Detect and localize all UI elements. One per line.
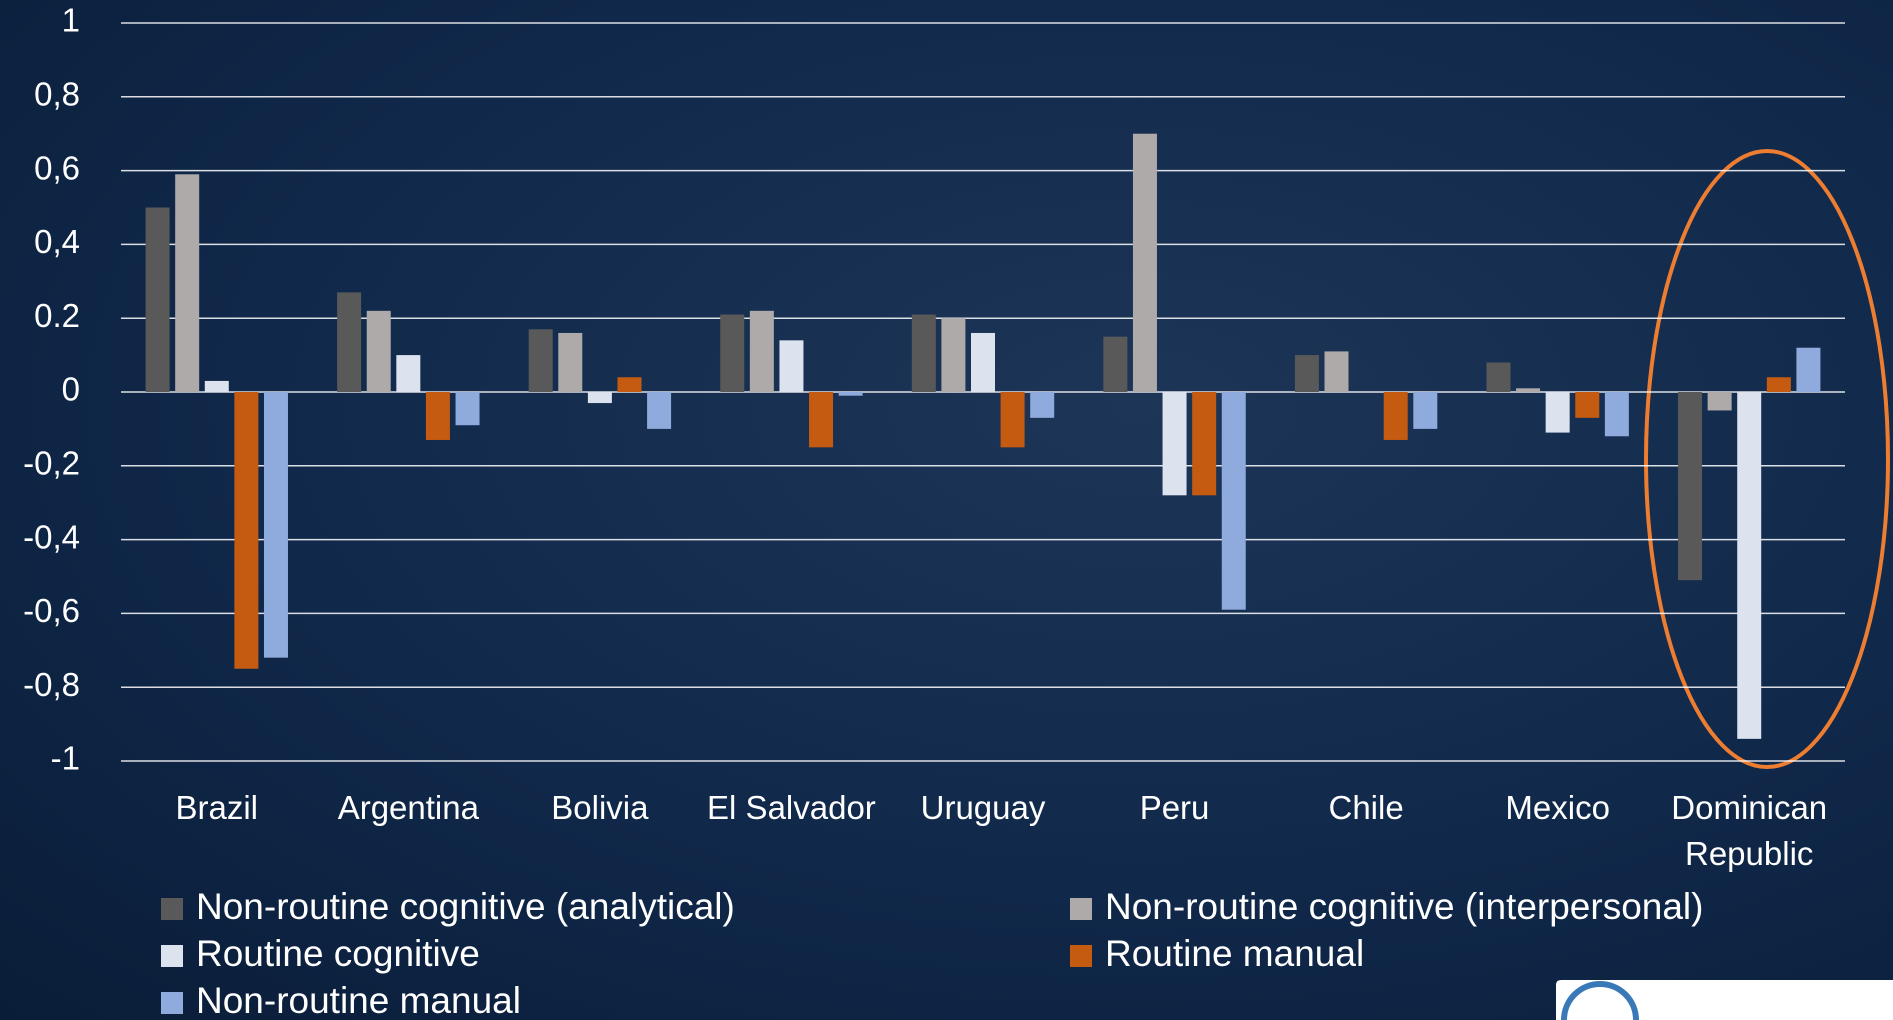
bar	[1000, 392, 1025, 448]
bar	[558, 332, 583, 392]
x-tick-label: Brazil	[175, 789, 259, 826]
legend-swatch	[1070, 898, 1092, 920]
bar	[204, 380, 229, 392]
bar	[587, 392, 612, 404]
x-tick-label: Chile	[1328, 789, 1404, 826]
y-tick-label: 0,6	[34, 149, 80, 186]
bar	[1383, 392, 1408, 440]
bar	[1103, 336, 1128, 392]
bar	[1413, 392, 1438, 429]
legend-label: Non-routine manual	[196, 980, 521, 1020]
legend-label: Non-routine cognitive (interpersonal)	[1105, 886, 1703, 927]
y-tick-label: -0,2	[23, 445, 80, 482]
bar	[396, 355, 421, 392]
bar	[1192, 392, 1217, 496]
bar	[425, 392, 450, 440]
y-tick-label: 0,4	[34, 223, 80, 260]
legend-label: Routine cognitive	[196, 933, 480, 974]
bar	[145, 207, 170, 392]
legend-swatch	[161, 898, 183, 920]
y-tick-label: 0,8	[34, 76, 80, 113]
bar	[647, 392, 672, 429]
bar	[1132, 133, 1157, 392]
bar	[528, 329, 553, 392]
bar	[1545, 392, 1570, 433]
bar	[1678, 392, 1703, 581]
x-tick-label: Bolivia	[551, 789, 649, 826]
bar	[809, 392, 834, 448]
bar	[1575, 392, 1600, 418]
y-tick-label: -0,8	[23, 666, 80, 703]
bar	[263, 392, 288, 658]
bar	[1324, 351, 1349, 392]
bar	[1516, 388, 1541, 392]
bar	[911, 314, 936, 392]
bar	[1766, 377, 1791, 392]
x-tick-label: Argentina	[337, 789, 479, 826]
bar	[1707, 392, 1732, 411]
bar	[838, 392, 863, 396]
y-tick-label: -0,6	[23, 592, 80, 629]
highlight-ellipse	[1644, 149, 1890, 769]
x-tick-label: Uruguay	[920, 789, 1046, 826]
bar	[366, 310, 391, 392]
x-tick-label: Dominican Republic	[1671, 789, 1828, 872]
bar	[337, 292, 362, 392]
bar	[1604, 392, 1629, 437]
legend-swatch	[161, 945, 183, 967]
bar	[1796, 347, 1821, 392]
bar	[1162, 392, 1187, 496]
legend-swatch	[161, 992, 183, 1014]
bar	[1294, 355, 1319, 392]
y-tick-label: -0,4	[23, 518, 80, 555]
bar	[234, 392, 259, 669]
y-tick-label: 0.2	[34, 297, 80, 334]
y-tick-label: 0	[62, 371, 80, 408]
y-tick-label: 1	[62, 2, 80, 39]
x-tick-label: Mexico	[1505, 789, 1610, 826]
bar	[617, 377, 642, 392]
bar	[971, 332, 995, 392]
bar	[1030, 392, 1055, 418]
x-tick-label: Peru	[1139, 789, 1210, 826]
bar	[455, 392, 480, 426]
bar	[175, 174, 200, 392]
x-tick-label: El Salvador	[707, 789, 876, 826]
legend-label: Non-routine cognitive (analytical)	[196, 886, 735, 927]
bar	[941, 318, 966, 392]
bar	[1486, 362, 1511, 392]
bar	[749, 310, 774, 392]
logo-globe	[1561, 981, 1639, 1020]
legend-swatch	[1070, 945, 1092, 967]
bar	[779, 340, 804, 392]
logo-box	[1556, 980, 1893, 1020]
legend-label: Routine manual	[1105, 933, 1364, 974]
y-tick-label: -1	[51, 740, 80, 777]
bar	[1737, 392, 1762, 739]
bar	[1221, 392, 1246, 610]
bar	[720, 314, 745, 392]
